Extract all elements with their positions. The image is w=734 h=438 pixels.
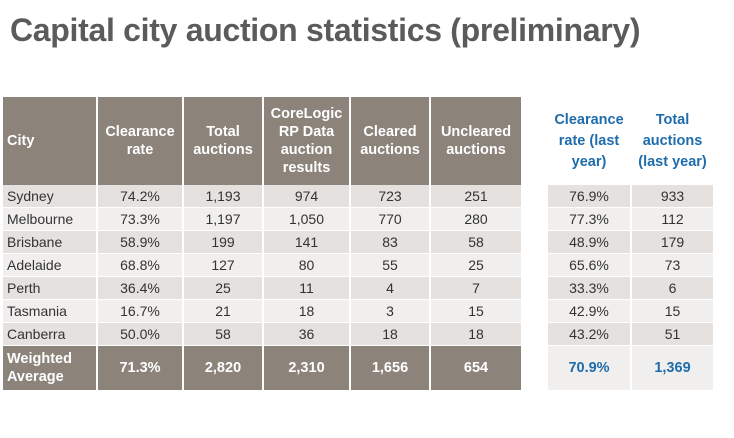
cell-clearance-rate: 74.2% — [97, 185, 184, 208]
cell-cleared-auctions: 3 — [350, 299, 431, 323]
cell-clearance-rate: 50.0% — [97, 322, 184, 346]
cell-total-auctions-last-year: 6 — [631, 276, 715, 300]
cell-total-auctions: 25 — [183, 276, 264, 300]
last-year-row: 48.9% 179 — [548, 230, 715, 254]
cell-city: Perth — [3, 276, 98, 300]
cell-clearance-rate: 73.3% — [97, 207, 184, 231]
table-row: Melbourne 73.3% 1,197 1,050 770 280 — [3, 207, 523, 231]
cell-uncleared-auctions: 58 — [430, 230, 523, 254]
table-row: Canberra 50.0% 58 36 18 18 — [3, 322, 523, 346]
cell-clearance-rate-last-year: 65.6% — [548, 253, 632, 277]
cell-cleared-auctions: 1,656 — [350, 345, 431, 391]
cell-uncleared-auctions: 654 — [430, 345, 523, 391]
cell-uncleared-auctions: 15 — [430, 299, 523, 323]
cell-cleared-auctions: 18 — [350, 322, 431, 346]
cell-total-auctions: 21 — [183, 299, 264, 323]
cell-clearance-rate-last-year: 70.9% — [548, 345, 632, 391]
cell-total-auctions: 58 — [183, 322, 264, 346]
cell-cleared-auctions: 770 — [350, 207, 431, 231]
cell-uncleared-auctions: 280 — [430, 207, 523, 231]
cell-city: Adelaide — [3, 253, 98, 277]
cell-city: Canberra — [3, 322, 98, 346]
cell-total-auctions: 199 — [183, 230, 264, 254]
cell-total-auctions-last-year: 1,369 — [631, 345, 715, 391]
cell-total-auctions-last-year: 15 — [631, 299, 715, 323]
last-year-row: 42.9% 15 — [548, 299, 715, 323]
cell-city: Sydney — [3, 185, 98, 208]
cell-corelogic-results: 974 — [263, 185, 351, 208]
cell-uncleared-auctions: 18 — [430, 322, 523, 346]
header-cleared-auctions: Cleared auctions — [350, 97, 431, 185]
header-total-auctions-last-year: Total auctions (last year) — [631, 97, 715, 185]
table-row: Perth 36.4% 25 11 4 7 — [3, 276, 523, 300]
last-year-row: 43.2% 51 — [548, 322, 715, 346]
table-row: Brisbane 58.9% 199 141 83 58 — [3, 230, 523, 254]
cell-corelogic-results: 141 — [263, 230, 351, 254]
cell-clearance-rate-last-year: 77.3% — [548, 207, 632, 231]
cell-clearance-rate-last-year: 42.9% — [548, 299, 632, 323]
cell-corelogic-results: 18 — [263, 299, 351, 323]
last-year-row: 33.3% 6 — [548, 276, 715, 300]
cell-clearance-rate: 71.3% — [97, 345, 184, 391]
cell-corelogic-results: 11 — [263, 276, 351, 300]
table-header-row: City Clearance rate Total auctions CoreL… — [3, 97, 523, 185]
last-year-table: Clearance rate (last year) Total auction… — [548, 97, 715, 391]
cell-clearance-rate: 36.4% — [97, 276, 184, 300]
cell-city: Brisbane — [3, 230, 98, 254]
last-year-header-row: Clearance rate (last year) Total auction… — [548, 97, 715, 185]
cell-total-auctions: 2,820 — [183, 345, 264, 391]
cell-total-auctions-last-year: 112 — [631, 207, 715, 231]
cell-clearance-rate-last-year: 48.9% — [548, 230, 632, 254]
cell-clearance-rate: 68.8% — [97, 253, 184, 277]
header-corelogic-results: CoreLogic RP Data auction results — [263, 97, 351, 185]
header-clearance-rate-last-year: Clearance rate (last year) — [548, 97, 632, 185]
cell-total-auctions-last-year: 933 — [631, 185, 715, 208]
cell-total-auctions-last-year: 179 — [631, 230, 715, 254]
cell-corelogic-results: 36 — [263, 322, 351, 346]
cell-corelogic-results: 1,050 — [263, 207, 351, 231]
cell-clearance-rate: 58.9% — [97, 230, 184, 254]
header-clearance-rate: Clearance rate — [97, 97, 184, 185]
auction-stats-table: City Clearance rate Total auctions CoreL… — [3, 97, 523, 391]
cell-cleared-auctions: 55 — [350, 253, 431, 277]
cell-cleared-auctions: 723 — [350, 185, 431, 208]
table-row: Sydney 74.2% 1,193 974 723 251 — [3, 185, 523, 208]
cell-city: Melbourne — [3, 207, 98, 231]
last-year-row: 77.3% 112 — [548, 207, 715, 231]
cell-clearance-rate: 16.7% — [97, 299, 184, 323]
last-year-total-row: 70.9% 1,369 — [548, 345, 715, 391]
cell-corelogic-results: 2,310 — [263, 345, 351, 391]
cell-uncleared-auctions: 251 — [430, 185, 523, 208]
table-row: Tasmania 16.7% 21 18 3 15 — [3, 299, 523, 323]
table-row: Adelaide 68.8% 127 80 55 25 — [3, 253, 523, 277]
header-total-auctions: Total auctions — [183, 97, 264, 185]
cell-total-auctions: 1,193 — [183, 185, 264, 208]
cell-total-auctions: 127 — [183, 253, 264, 277]
header-uncleared-auctions: Uncleared auctions — [430, 97, 523, 185]
cell-cleared-auctions: 4 — [350, 276, 431, 300]
cell-total-auctions: 1,197 — [183, 207, 264, 231]
last-year-row: 76.9% 933 — [548, 185, 715, 208]
cell-corelogic-results: 80 — [263, 253, 351, 277]
cell-city: Tasmania — [3, 299, 98, 323]
page-title: Capital city auction statistics (prelimi… — [10, 12, 641, 48]
cell-cleared-auctions: 83 — [350, 230, 431, 254]
cell-clearance-rate-last-year: 43.2% — [548, 322, 632, 346]
cell-uncleared-auctions: 7 — [430, 276, 523, 300]
last-year-row: 65.6% 73 — [548, 253, 715, 277]
header-city: City — [3, 97, 98, 185]
cell-total-auctions-last-year: 51 — [631, 322, 715, 346]
cell-uncleared-auctions: 25 — [430, 253, 523, 277]
cell-clearance-rate-last-year: 33.3% — [548, 276, 632, 300]
cell-clearance-rate-last-year: 76.9% — [548, 185, 632, 208]
cell-total-auctions-last-year: 73 — [631, 253, 715, 277]
cell-city: Weighted Average — [3, 345, 98, 391]
total-row: Weighted Average 71.3% 2,820 2,310 1,656 654 — [3, 345, 523, 391]
